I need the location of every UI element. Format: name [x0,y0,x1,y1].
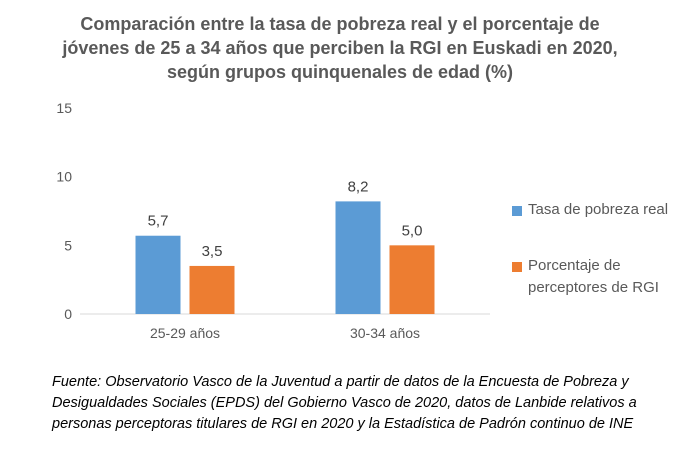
x-tick-label: 25-29 años [150,325,220,341]
legend-label-rgi: Porcentaje de perceptores de RGI [528,257,659,296]
y-tick-label: 10 [56,169,72,185]
source-note: Fuente: Observatorio Vasco de la Juventu… [52,374,637,432]
legend-swatch-pobreza [512,206,522,216]
legend-label-pobreza: Tasa de pobreza real [528,201,669,218]
data-label: 5,7 [148,213,169,230]
bar [389,245,435,314]
y-tick-label: 0 [64,306,72,322]
data-label: 3,5 [202,243,223,260]
bar [189,265,235,314]
legend-swatch-rgi [512,262,522,272]
data-label: 5,0 [402,222,423,239]
y-tick-label: 15 [56,100,72,116]
bar [135,235,181,314]
bar [335,201,381,314]
data-label: 8,2 [348,178,369,195]
y-tick-label: 5 [64,237,72,253]
chart-title: Comparación entre la tasa de pobreza rea… [62,14,618,82]
x-tick-label: 30-34 años [350,325,420,341]
bar-chart: 0 5 10 15 25-29 años 5,7 3,5 30-34 años 8,2 5,0 [56,100,490,341]
